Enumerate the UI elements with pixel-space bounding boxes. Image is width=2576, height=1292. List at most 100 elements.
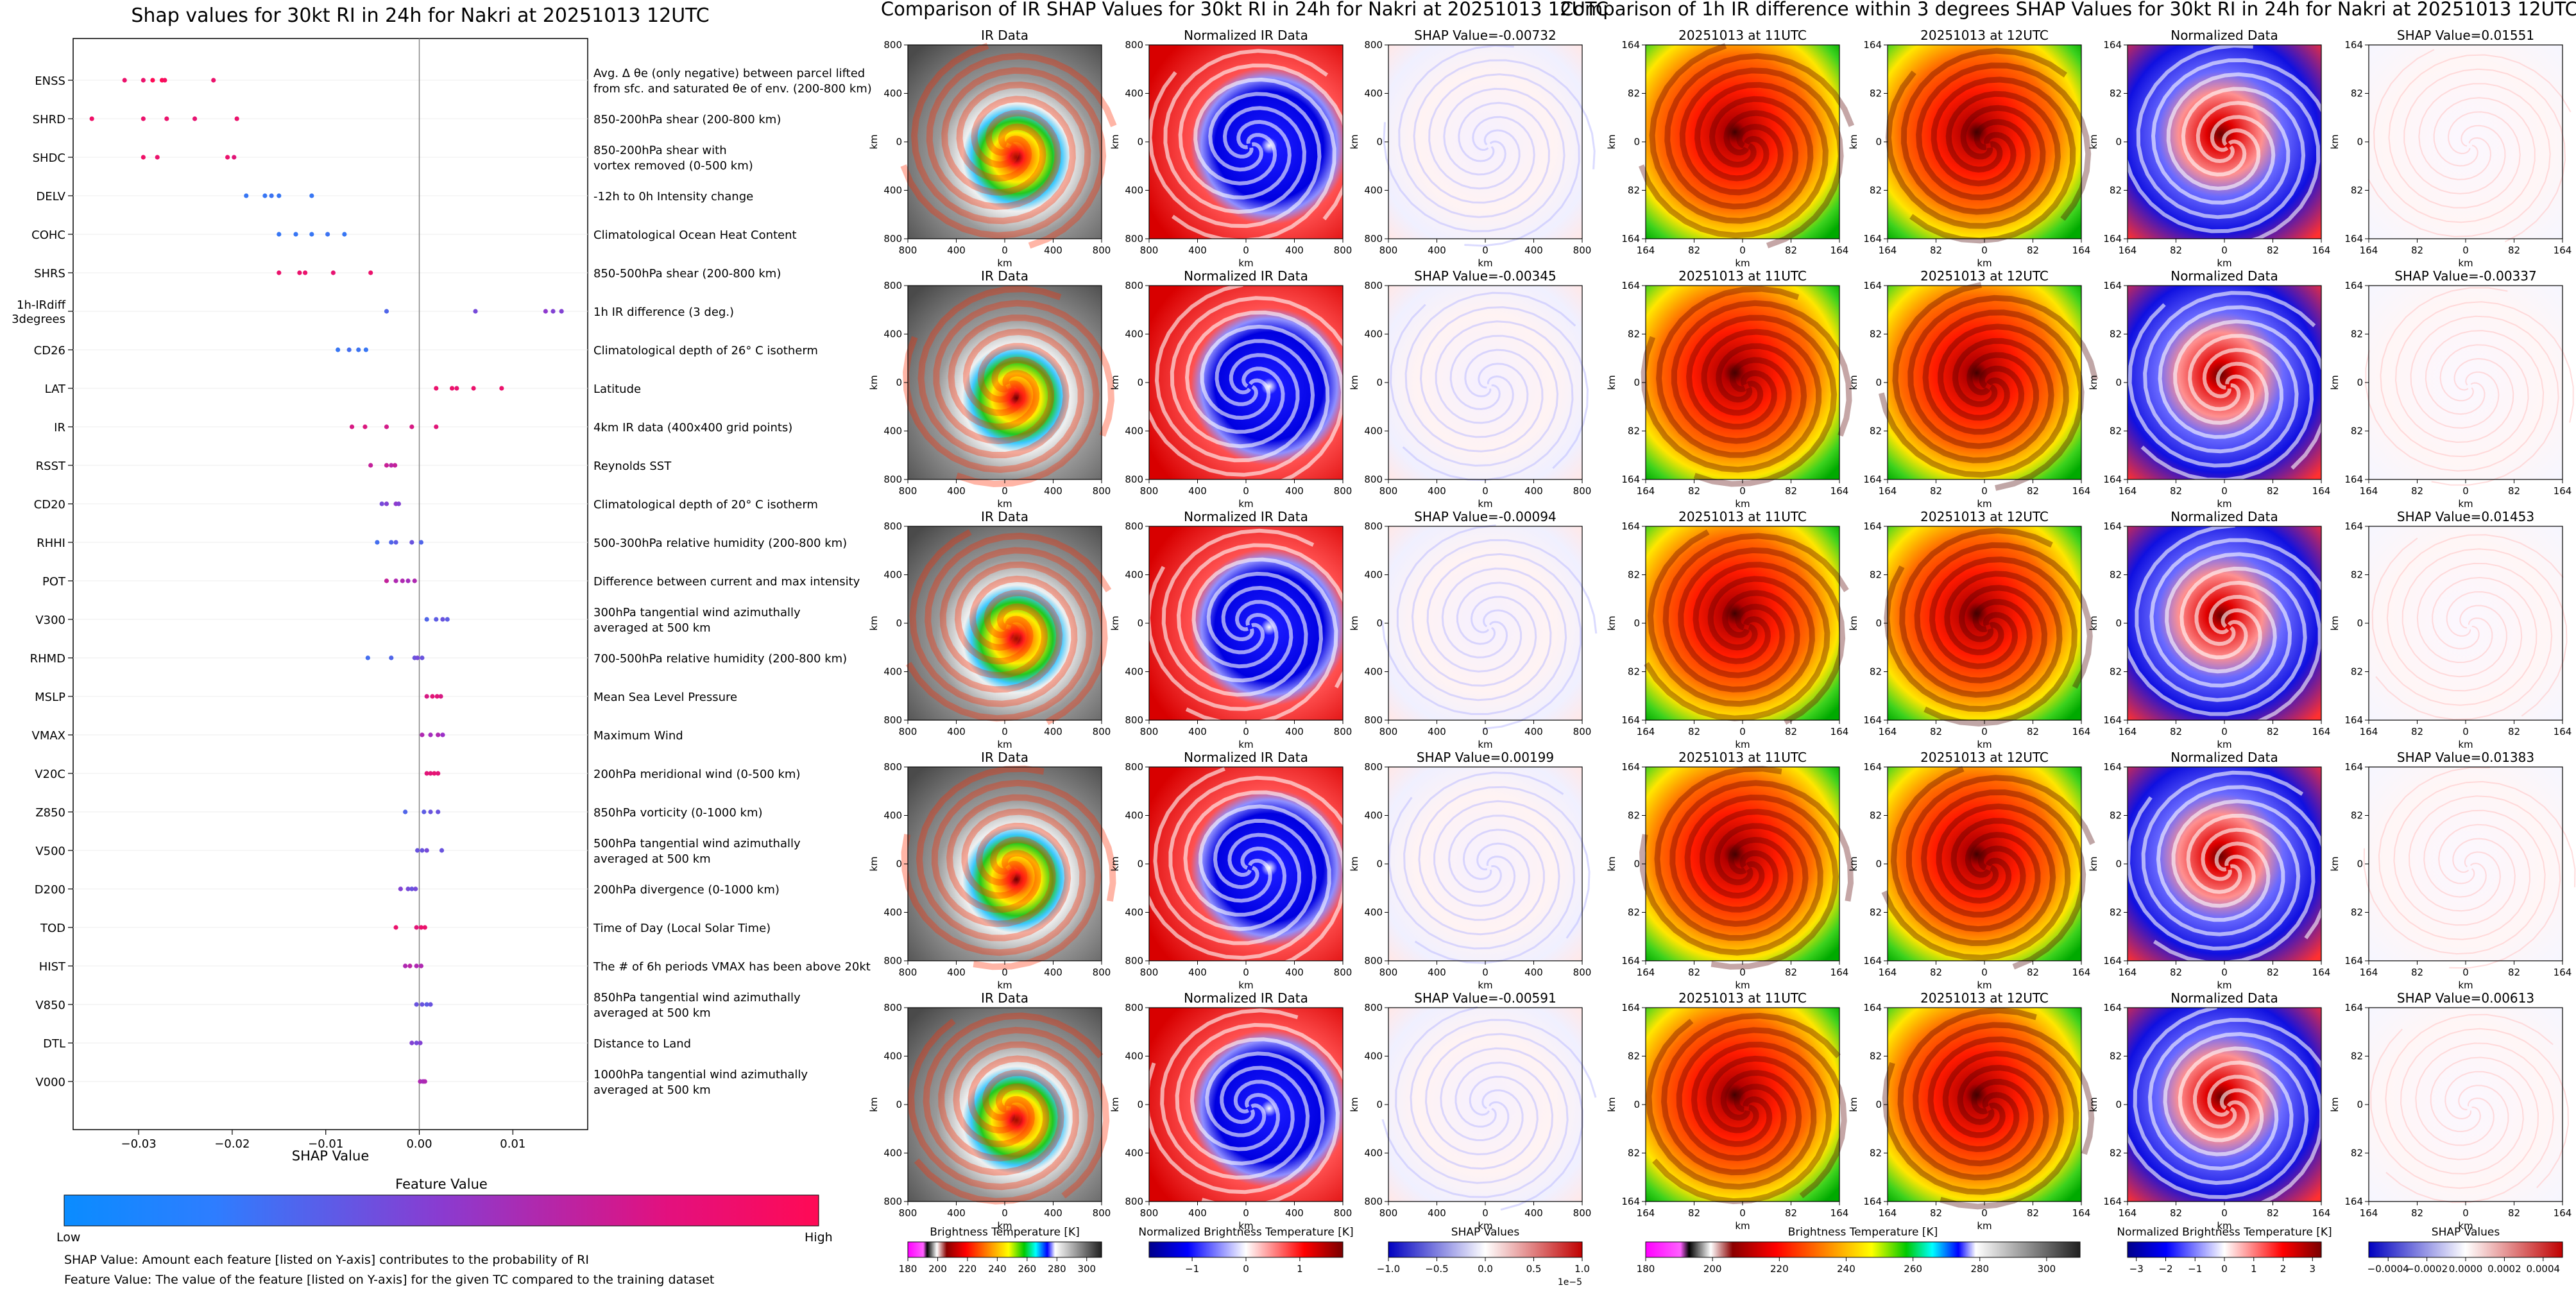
x-axis-label: km — [1735, 979, 1750, 991]
x-tick-label: 164 — [1830, 485, 1849, 497]
shap-point — [428, 732, 433, 737]
x-tick-label: 82 — [2027, 485, 2039, 497]
x-tick-label: 400 — [1524, 485, 1543, 497]
colorbar-tick-label: 180 — [899, 1263, 917, 1275]
feature-description: Avg. Δ θe (only negative) between parcel… — [593, 67, 872, 96]
x-tick-label: 164 — [2312, 726, 2331, 737]
y-tick-label: 0 — [896, 858, 902, 870]
x-axis-label: km — [1478, 1220, 1492, 1232]
x-tick-label: 0 — [1981, 967, 1988, 978]
colorbar-tick-label: 280 — [1048, 1263, 1066, 1275]
shap-point — [440, 617, 445, 622]
feature-label: V850 — [35, 999, 65, 1012]
y-tick-label: 800 — [883, 761, 902, 773]
y-tick-label: 400 — [883, 1148, 902, 1159]
y-tick-label: 400 — [1125, 569, 1143, 581]
colorbar-tick-label: 260 — [1018, 1263, 1037, 1275]
panel-title: IR Data — [981, 509, 1028, 524]
y-axis-label: km — [868, 856, 880, 871]
y-tick-label: 164 — [2344, 280, 2363, 291]
y-tick-label: 800 — [1125, 1002, 1143, 1013]
feature-label: CD26 — [34, 344, 65, 357]
colorbar-strip — [1388, 1241, 1583, 1258]
y-tick-label: 800 — [883, 521, 902, 532]
x-tick-label: 0 — [2221, 726, 2228, 737]
feature-description: 850-500hPa shear (200-800 km) — [593, 267, 781, 280]
y-tick-label: 800 — [883, 474, 902, 485]
feature-label: V000 — [35, 1076, 65, 1089]
bottom-colorbars: Brightness Temperature [K]180 200 220 240 26… — [899, 1226, 2563, 1288]
shap-point — [407, 963, 413, 969]
x-axis-label: km — [997, 1220, 1012, 1232]
x-tick-label: 82 — [1785, 485, 1797, 497]
heatmap-image — [908, 526, 1102, 720]
y-tick-label: 0 — [1137, 858, 1143, 870]
shap-point — [379, 501, 384, 506]
x-tick-label: 164 — [2312, 245, 2331, 256]
shap-point — [428, 809, 433, 814]
y-tick-label: 164 — [1863, 761, 1882, 773]
heatmap-image — [1888, 526, 2081, 720]
x-axis-label: km — [997, 498, 1012, 510]
panel-title: IR Data — [981, 268, 1028, 284]
spiral-band — [2119, 566, 2307, 716]
spiral-band — [1184, 310, 1345, 490]
feature-description: Climatological Ocean Heat Content — [593, 228, 797, 242]
y-tick-label: 82 — [1628, 666, 1640, 678]
shap-value-title: SHAP Value=0.00199 — [1417, 750, 1554, 765]
y-tick-label: 164 — [1863, 1002, 1882, 1013]
colorbar-label: SHAP Values — [2432, 1226, 2500, 1239]
x-tick-label: 82 — [2508, 967, 2520, 978]
spiral-band — [1381, 567, 1567, 715]
y-tick-label: 0 — [1875, 617, 1882, 629]
y-tick-label: 800 — [1364, 714, 1383, 726]
shap-value-title: SHAP Value=0.01453 — [2397, 509, 2534, 524]
shap-point — [384, 463, 389, 468]
x-axis-label: km — [1735, 1220, 1750, 1232]
y-tick-label: 164 — [2103, 1002, 2122, 1013]
y-tick-label: 82 — [2110, 329, 2122, 340]
heatmap-image — [908, 286, 1102, 479]
spiral-band — [2166, 72, 2321, 248]
y-tick-label: 82 — [1870, 88, 1882, 99]
spiral-band — [2367, 83, 2551, 237]
heatmap-image — [1646, 767, 1839, 961]
y-tick-label: 0 — [2357, 617, 2363, 629]
x-tick-label: 164 — [2312, 1207, 2331, 1219]
y-tick-label: 800 — [1125, 39, 1143, 51]
spiral-band — [1923, 556, 2077, 727]
y-axis-label: km — [2088, 134, 2099, 149]
shap-point — [277, 232, 282, 237]
spiral-band — [2153, 799, 2316, 965]
y-tick-label: 164 — [2103, 761, 2122, 773]
spiral-band — [2128, 303, 2299, 468]
x-tick-label: 0 — [1243, 485, 1249, 497]
x-tick-label: 400 — [1524, 1207, 1543, 1219]
feature-description: 500-300hPa relative humidity (200-800 km… — [593, 537, 847, 550]
spiral-band — [1428, 73, 1580, 247]
shap-point — [346, 347, 352, 352]
x-tick-label: 164 — [2360, 245, 2378, 256]
y-axis-label: km — [2329, 616, 2341, 630]
y-tick-label: 0 — [1376, 136, 1383, 148]
spiral-band — [1419, 306, 1589, 469]
heatmap-image — [1646, 286, 1839, 479]
shap-point — [164, 116, 169, 121]
shap-point — [418, 925, 424, 930]
x-tick-label: 164 — [2360, 967, 2378, 978]
x-tick-label: 400 — [1524, 967, 1543, 978]
spiral-band — [1922, 309, 2085, 491]
x-tick-label: 400 — [1428, 245, 1446, 256]
colorbar-tick-label: 300 — [2038, 1263, 2056, 1275]
spiral-band — [1185, 557, 1338, 726]
spiral-band — [1390, 304, 1559, 467]
colorbar-tick-label: 200 — [928, 1263, 947, 1275]
panel-title: Normalized Data — [2171, 750, 2278, 765]
spiral-band — [916, 765, 1071, 942]
x-axis-label: km — [2458, 498, 2473, 510]
